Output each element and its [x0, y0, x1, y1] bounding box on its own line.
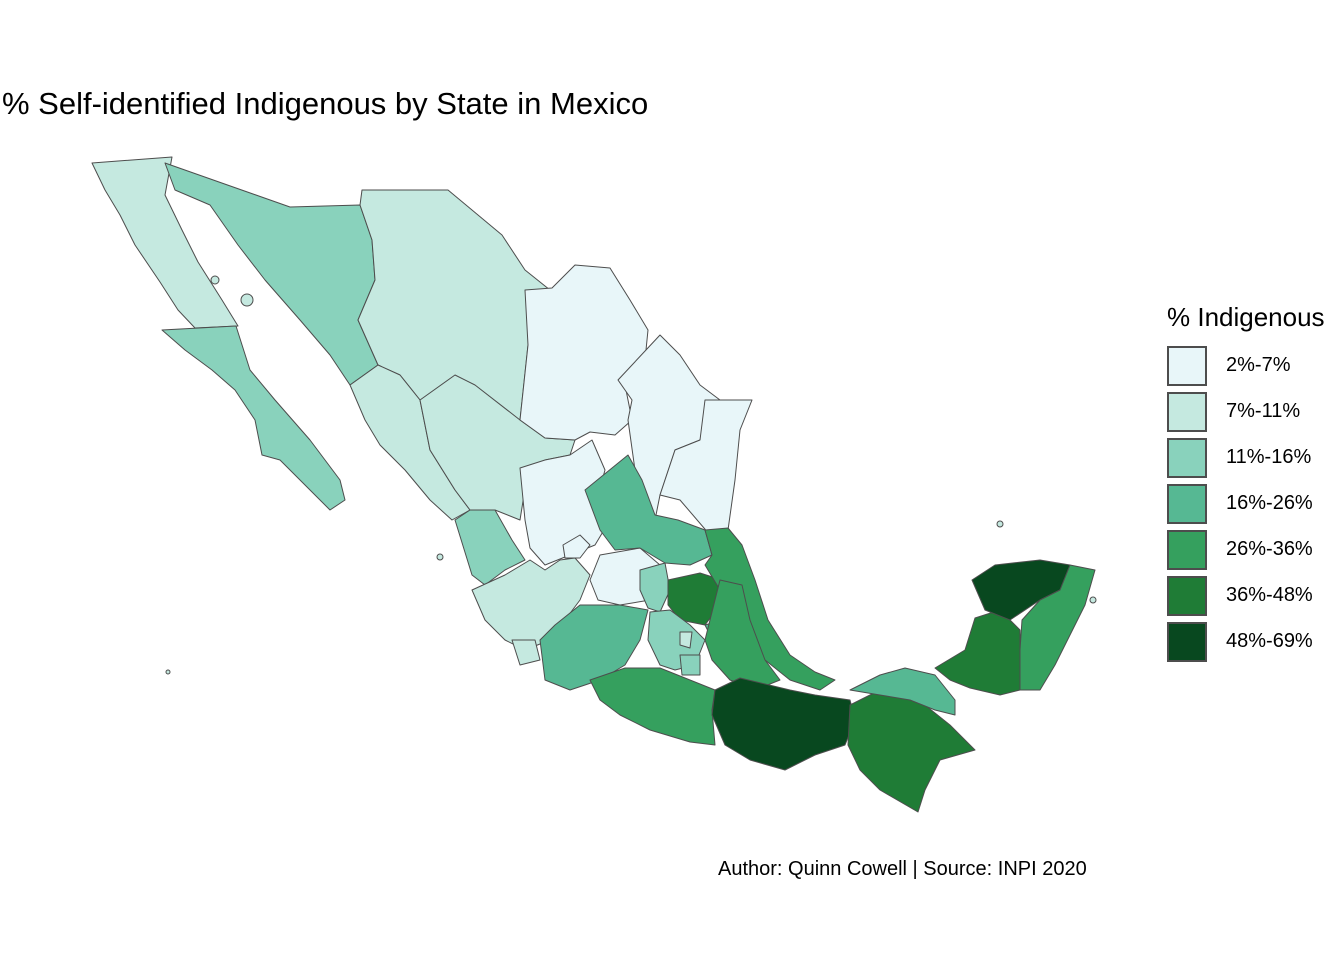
state-tabasco: [849, 667, 956, 716]
legend-swatch: [1167, 392, 1207, 432]
legend-label: 16%-26%: [1226, 492, 1313, 514]
island: [210, 275, 220, 285]
legend-swatch: [1167, 622, 1207, 662]
map-title: % Self-identified Indigenous by State in…: [2, 86, 649, 121]
state-campeche: [934, 609, 1021, 696]
state-baja-california-sur: [161, 325, 346, 511]
island: [1089, 596, 1097, 604]
state-michoacan: [539, 604, 649, 691]
legend-swatch: [1167, 576, 1207, 616]
state-veracruz: [704, 527, 836, 691]
caption: Author: Quinn Cowell | Source: INPI 2020: [718, 858, 1087, 880]
legend-label: 36%-48%: [1226, 584, 1313, 606]
state-oaxaca: [711, 677, 856, 771]
island: [165, 669, 171, 675]
state-cdmx: [679, 631, 693, 649]
state-chiapas: [847, 689, 976, 813]
legend-swatch: [1167, 484, 1207, 524]
state-colima: [511, 639, 541, 666]
legend-swatch: [1167, 438, 1207, 478]
state-jalisco: [471, 557, 591, 651]
legend-label: 11%-16%: [1226, 446, 1312, 468]
state-aguascalientes: [562, 534, 591, 559]
legend-label: 2%-7%: [1226, 354, 1291, 376]
state-coahuila: [519, 264, 649, 441]
state-guerrero: [589, 667, 716, 746]
state-quintana-roo: [1019, 564, 1096, 691]
legend-swatch: [1167, 346, 1207, 386]
legend-label: 26%-36%: [1226, 538, 1313, 560]
island: [436, 553, 444, 561]
state-queretaro: [639, 562, 671, 613]
legend-label: 48%-69%: [1226, 630, 1313, 652]
legend-title: % Indigenous: [1167, 302, 1325, 332]
island: [240, 293, 254, 307]
state-morelos: [679, 654, 701, 676]
state-nayarit: [454, 509, 526, 586]
island: [996, 520, 1004, 528]
legend-label: 7%-11%: [1226, 400, 1301, 422]
legend-swatch: [1167, 530, 1207, 570]
